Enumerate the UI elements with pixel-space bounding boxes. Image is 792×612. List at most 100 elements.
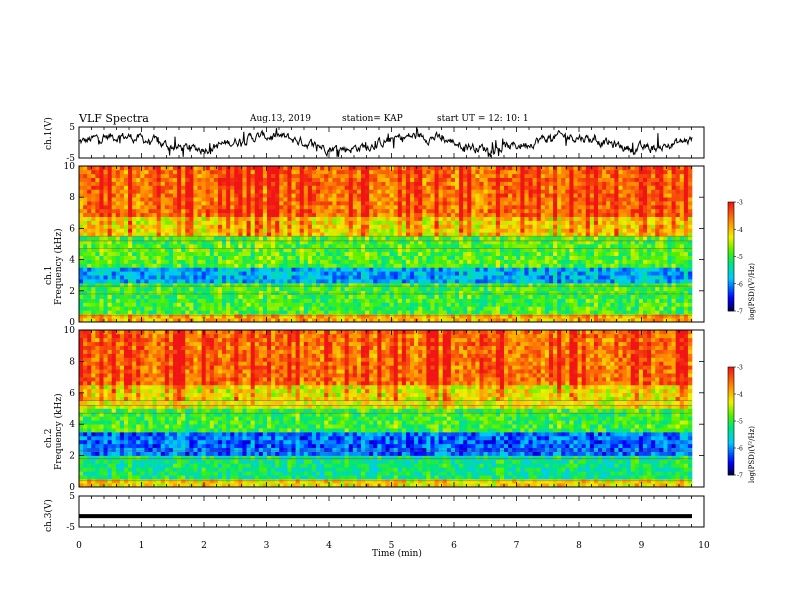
spectrogram-cell — [397, 205, 403, 210]
spectrogram-cell — [389, 286, 394, 292]
spectrogram-cell — [540, 286, 546, 292]
spectrogram-cell — [91, 263, 96, 268]
spectrogram-cell — [222, 216, 227, 221]
spectrogram-cell — [422, 240, 427, 245]
spectrogram-cell — [483, 216, 488, 221]
spectrogram-cell — [544, 318, 550, 323]
spectrogram-cell — [647, 208, 652, 214]
spectrogram-cell — [536, 263, 542, 268]
spectrogram-cell — [148, 275, 153, 280]
spectrogram-cell — [348, 228, 354, 233]
spectrogram-cell — [107, 193, 112, 198]
spectrogram-cell — [418, 224, 423, 229]
spectrogram-cell — [271, 290, 276, 295]
spectrogram-cell — [365, 314, 370, 319]
spectrogram-cell — [213, 302, 219, 307]
spectrogram-cell — [450, 244, 456, 249]
spectrogram-cell — [172, 212, 178, 217]
spectrogram-cell — [250, 294, 256, 299]
spectrogram-cell — [140, 283, 145, 288]
spectrogram-cell — [266, 263, 272, 268]
spectrogram-cell — [520, 294, 525, 299]
spectrogram-cell — [565, 310, 570, 315]
spectrogram-cell — [434, 283, 439, 288]
spectrogram-cell — [638, 314, 644, 319]
spectrogram-cell — [324, 286, 329, 292]
spectrogram-cell — [83, 302, 88, 307]
spectrogram-cell — [336, 220, 341, 225]
spectrogram-cell — [430, 298, 435, 303]
spectrogram-cell — [148, 318, 153, 323]
spectrogram-cell — [172, 236, 178, 241]
spectrogram-cell — [144, 208, 149, 214]
spectrogram-cell — [152, 228, 157, 233]
spectrogram-cell — [553, 205, 558, 210]
spectrogram-cell — [119, 263, 125, 268]
spectrogram-cell — [201, 244, 206, 249]
spectrogram-cell — [491, 283, 497, 288]
spectrogram-cell — [283, 310, 288, 315]
spectrogram-cell — [226, 318, 231, 323]
spectrogram-cell — [377, 255, 382, 260]
spectrogram-cell — [258, 197, 264, 202]
spectrogram-cell — [454, 212, 460, 217]
spectrogram-cell — [79, 251, 84, 256]
spectrogram-cell — [410, 286, 415, 292]
spectrogram-cell — [589, 232, 595, 237]
spectrogram-cell — [647, 247, 652, 253]
spectrogram-cell — [524, 236, 529, 241]
spectrogram-cell — [573, 236, 578, 241]
spectrogram-cell — [524, 306, 529, 311]
spectrogram-cell — [410, 228, 415, 233]
spectrogram-cell — [667, 251, 672, 256]
spectrogram-cell — [565, 255, 570, 260]
spectrogram-cell — [385, 263, 390, 268]
spectrogram-cell — [213, 212, 219, 217]
spectrogram-cell — [414, 208, 419, 214]
spectrogram-cell — [115, 220, 121, 225]
spectrogram-cell — [291, 271, 296, 276]
spectrogram-cell — [365, 197, 370, 202]
spectrogram-cell — [320, 208, 325, 214]
spectrogram-cell — [647, 294, 652, 299]
spectrogram-cell — [226, 228, 231, 233]
spectrogram-cell — [467, 286, 472, 292]
spectrogram-cell — [687, 298, 693, 303]
spectrogram-cell — [626, 216, 631, 221]
spectrogram-cell — [242, 267, 247, 272]
spectrogram-cell — [471, 216, 476, 221]
spectrogram-cell — [638, 259, 644, 264]
spectrogram-cell — [589, 310, 595, 315]
spectrogram-cell — [540, 294, 546, 299]
spectrogram-cell — [266, 228, 272, 233]
spectrogram-cell — [99, 283, 104, 288]
spectrogram-cell — [250, 193, 256, 198]
spectrogram-cell — [446, 310, 452, 315]
spectrogram-cell — [410, 247, 415, 253]
spectrogram-cell — [467, 279, 472, 284]
spectrogram-cell — [328, 228, 333, 233]
spectrogram-cell — [181, 205, 186, 210]
spectrogram-cell — [328, 216, 333, 221]
spectrogram-cell — [626, 306, 631, 311]
spectrogram-cell — [446, 247, 452, 253]
spectrogram-cell — [630, 255, 636, 260]
spectrogram-cell — [132, 193, 137, 198]
spectrogram-cell — [340, 290, 345, 295]
spectrogram-cell — [422, 247, 427, 253]
spectrogram-cell — [434, 216, 439, 221]
spectrogram-cell — [557, 201, 562, 206]
spectrogram-cell — [569, 290, 574, 295]
spectrogram-cell — [667, 286, 672, 292]
spectrogram-cell — [177, 306, 182, 311]
spectrogram-cell — [230, 306, 235, 311]
spectrogram-cell — [512, 302, 517, 307]
spectrogram-cell — [156, 302, 162, 307]
spectrogram-cell — [172, 220, 178, 225]
spectrogram-cell — [393, 275, 399, 280]
spectrogram-cell — [119, 275, 125, 280]
spectrogram-cell — [291, 314, 296, 319]
spectrogram-cell — [307, 193, 313, 198]
spectrogram-cell — [438, 263, 444, 268]
spectrogram-cell — [381, 290, 386, 295]
